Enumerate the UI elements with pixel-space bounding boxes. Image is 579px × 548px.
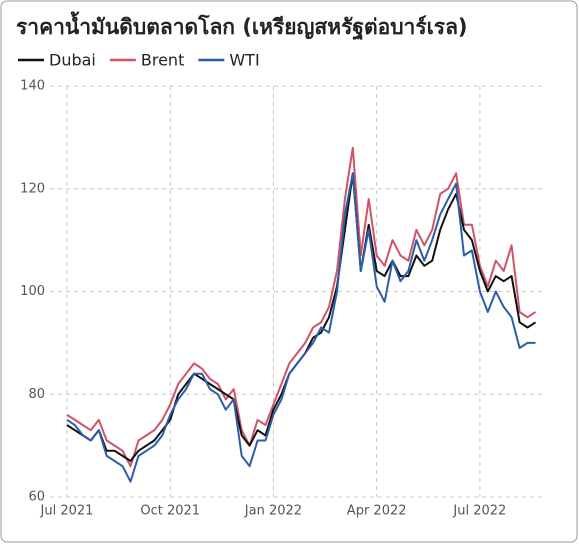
legend-label: Dubai xyxy=(49,51,96,70)
y-tick-label: 140 xyxy=(20,79,45,94)
x-tick-label: Apr 2022 xyxy=(347,504,407,519)
chart-title: ราคาน้ำมันดิบตลาดโลก (เหรียญสหรัฐต่อบาร์… xyxy=(16,11,468,41)
x-tick-label: Jan 2022 xyxy=(244,504,302,519)
x-tick-label: Jul 2021 xyxy=(40,504,94,519)
y-tick-label: 100 xyxy=(20,284,45,299)
legend-label: WTI xyxy=(229,51,259,70)
x-tick-label: Oct 2021 xyxy=(140,504,200,519)
series-line xyxy=(66,146,537,468)
x-tick-label: Jul 2022 xyxy=(452,504,506,519)
y-tick-label: 120 xyxy=(20,181,45,196)
series-line xyxy=(66,172,536,483)
legend-label: Brent xyxy=(141,51,184,70)
y-tick-label: 80 xyxy=(28,387,45,402)
y-tick-label: 60 xyxy=(28,490,45,505)
